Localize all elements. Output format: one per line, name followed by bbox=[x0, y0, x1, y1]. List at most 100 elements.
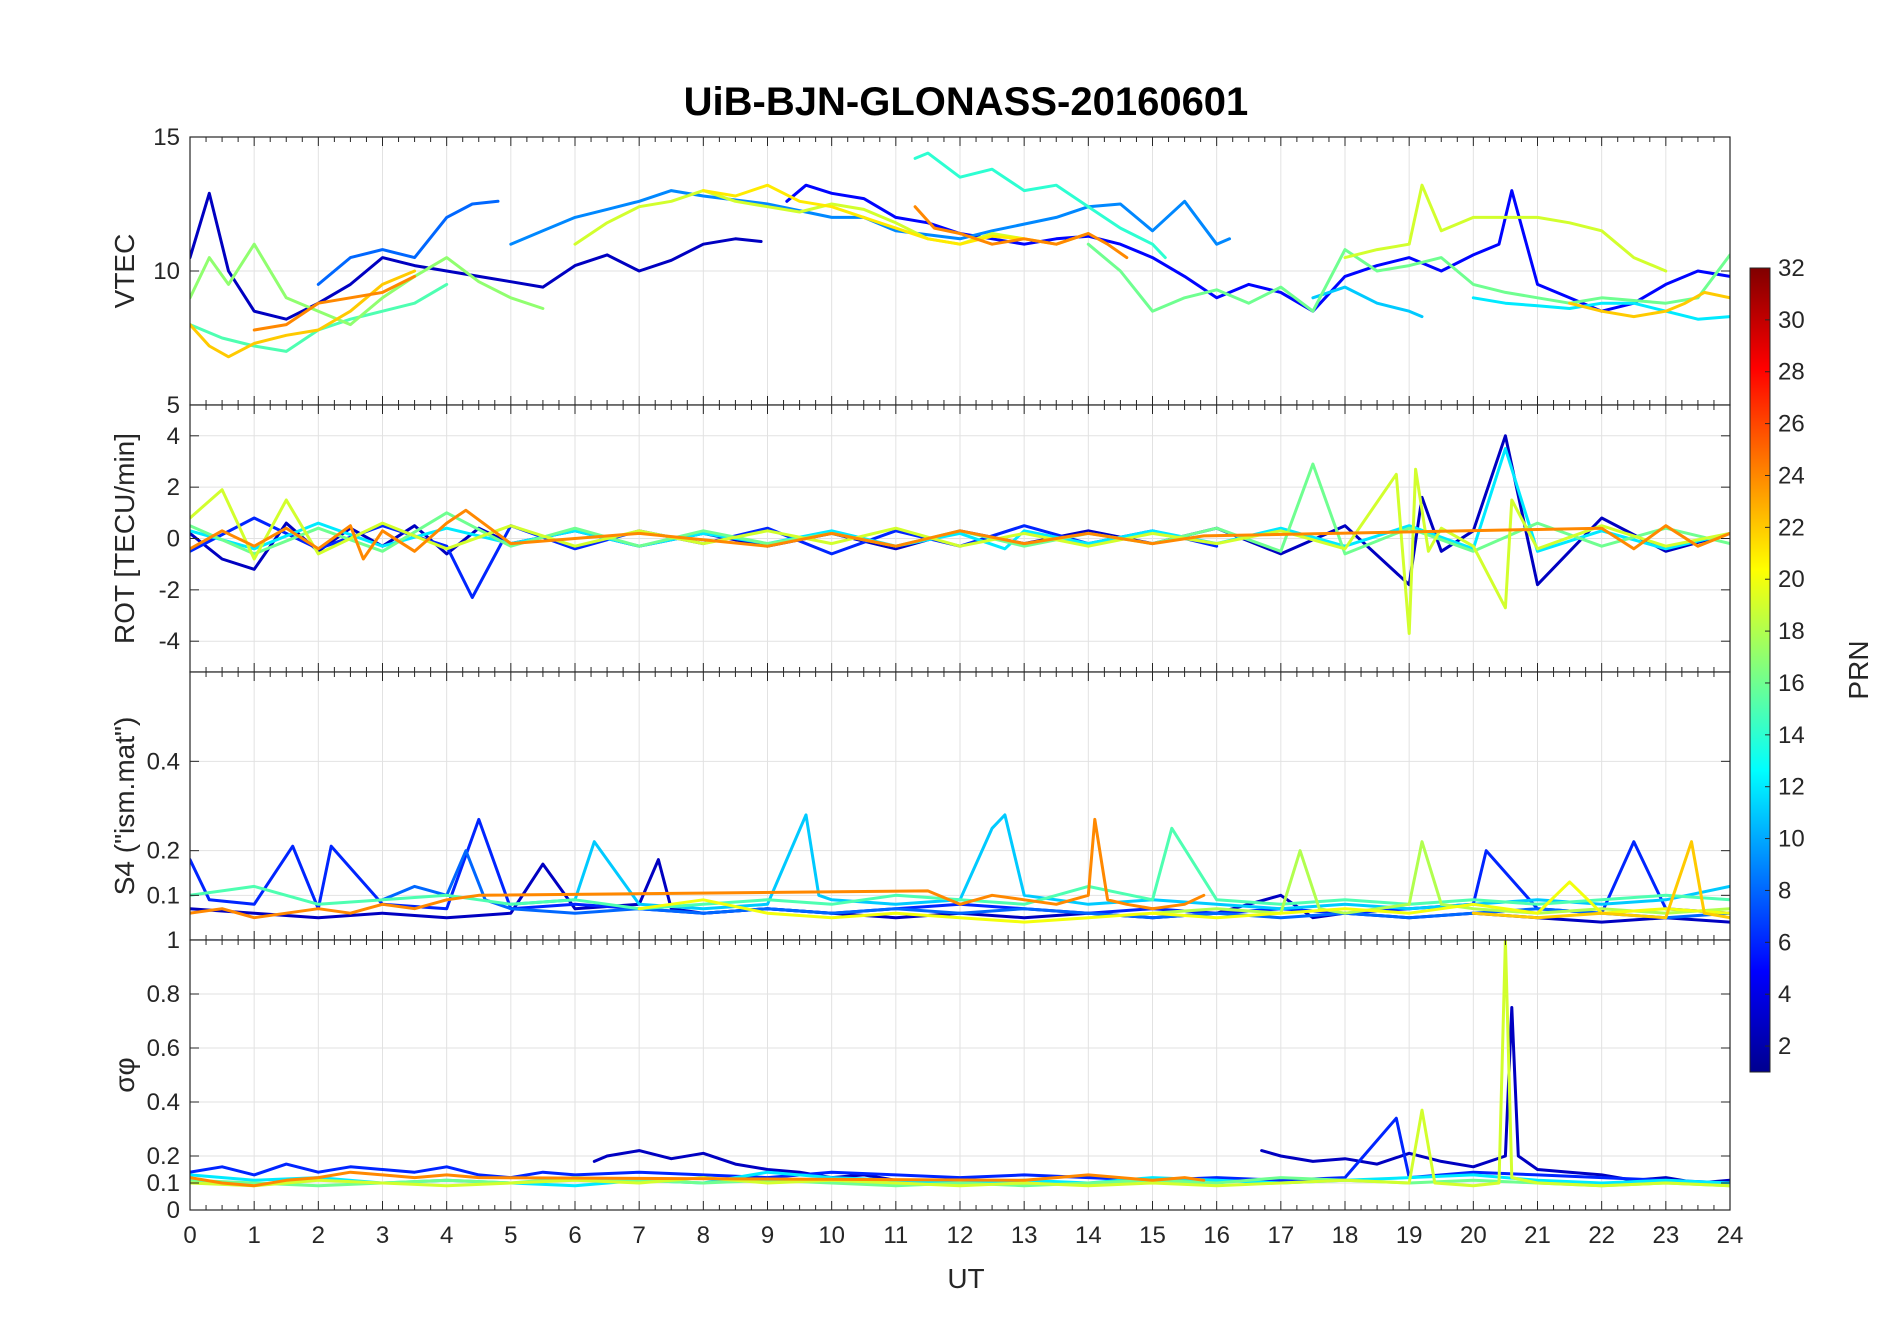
series-line-prn-17 bbox=[190, 242, 545, 327]
x-tick-label: 23 bbox=[1652, 1222, 1679, 1249]
y-axis-label-s4: S4 ("ism.mat") bbox=[109, 717, 140, 896]
x-tick-label: 22 bbox=[1588, 1222, 1615, 1249]
x-tick-label: 21 bbox=[1524, 1222, 1551, 1249]
series-line-prn-19 bbox=[1343, 183, 1668, 273]
colorbar-tick-label: 12 bbox=[1778, 774, 1805, 801]
colorbar-label: PRN bbox=[1843, 640, 1874, 699]
y-tick-label: 0.2 bbox=[147, 1143, 180, 1170]
x-tick-label: 16 bbox=[1203, 1222, 1230, 1249]
series-line-prn-19 bbox=[190, 940, 1730, 1188]
y-tick-label: 1 bbox=[167, 927, 180, 954]
x-tick-label: 18 bbox=[1332, 1222, 1359, 1249]
y-tick-label: 2 bbox=[167, 474, 180, 501]
colorbar-tick-label: 6 bbox=[1778, 929, 1791, 956]
panel-rot-series bbox=[190, 434, 1730, 635]
colorbar-gradient bbox=[1750, 268, 1770, 1072]
y-axis-label-rot: ROT [TECU/min] bbox=[109, 433, 140, 644]
series-line-prn-22 bbox=[1471, 840, 1730, 920]
y-tick-label: -4 bbox=[159, 628, 180, 655]
x-tick-label: 7 bbox=[632, 1222, 645, 1249]
colorbar-tick-label: 4 bbox=[1778, 981, 1791, 1008]
x-tick-label: 17 bbox=[1267, 1222, 1294, 1249]
y-tick-label: 5 bbox=[167, 392, 180, 419]
series-line-prn-18 bbox=[1151, 840, 1730, 915]
x-tick-label: 20 bbox=[1460, 1222, 1487, 1249]
series-line-prn-16 bbox=[190, 1176, 1730, 1188]
colorbar-tick-label: 30 bbox=[1778, 307, 1805, 334]
x-tick-label: 1 bbox=[247, 1222, 260, 1249]
x-tick-label: 19 bbox=[1396, 1222, 1423, 1249]
y-tick-label: 0.4 bbox=[147, 748, 180, 775]
y-tick-label: 15 bbox=[153, 124, 180, 151]
y-tick-label: 10 bbox=[153, 258, 180, 285]
series-line-prn-24 bbox=[190, 817, 1206, 920]
x-tick-label: 0 bbox=[183, 1222, 196, 1249]
colorbar-frame bbox=[1749, 267, 1771, 1073]
x-tick-label: 15 bbox=[1139, 1222, 1166, 1249]
series-line-prn-16 bbox=[1086, 242, 1730, 313]
colorbar-tick-label: 18 bbox=[1778, 618, 1805, 645]
panel-rot: -4 -2 0 2 4 ROT [TECU/min] bbox=[109, 404, 1731, 673]
series-line-prn-8 bbox=[316, 199, 500, 286]
x-tick-label: 13 bbox=[1011, 1222, 1038, 1249]
x-tick-label: 10 bbox=[818, 1222, 845, 1249]
y-tick-label: 0 bbox=[167, 526, 180, 553]
colorbar-tick-label: 28 bbox=[1778, 359, 1805, 386]
y-tick-label: 0.2 bbox=[147, 838, 180, 865]
y-axis-label-vtec: VTEC bbox=[109, 234, 140, 309]
colorbar-tick-label: 22 bbox=[1778, 514, 1805, 541]
x-tick-label: 9 bbox=[761, 1222, 774, 1249]
colorbar-tick-label: 26 bbox=[1778, 411, 1805, 438]
x-tick-label: 14 bbox=[1075, 1222, 1102, 1249]
y-axis-label-sigma: σφ bbox=[109, 1057, 140, 1092]
series-line-prn-11 bbox=[1311, 285, 1424, 319]
x-tick-label: 2 bbox=[312, 1222, 325, 1249]
series-line-prn-19 bbox=[190, 467, 1730, 635]
x-tick-label: 5 bbox=[504, 1222, 517, 1249]
panel-s4: 0.1 0.2 0.4 S4 ("ism.mat") bbox=[109, 671, 1731, 941]
series-line-prn-24 bbox=[913, 205, 1129, 260]
panel-sigma-series bbox=[190, 940, 1730, 1188]
series-line-prn-24 bbox=[252, 274, 417, 332]
x-tick-label: 3 bbox=[376, 1222, 389, 1249]
chart-title: UiB-BJN-GLONASS-20160601 bbox=[684, 80, 1249, 124]
x-tick-label: 6 bbox=[568, 1222, 581, 1249]
series-line-prn-22 bbox=[1568, 290, 1730, 319]
y-tick-label: 0.8 bbox=[147, 981, 180, 1008]
series-line-prn-3 bbox=[190, 191, 763, 321]
series-line-prn-12 bbox=[190, 447, 1730, 553]
series-line-prn-14 bbox=[913, 151, 1167, 260]
x-tick-label: 24 bbox=[1717, 1222, 1744, 1249]
colorbar-tick-label: 16 bbox=[1778, 670, 1805, 697]
series-line-prn-20 bbox=[637, 880, 1730, 924]
colorbar-tick-label: 32 bbox=[1778, 255, 1805, 282]
panel-vtec: 5 10 15 VTEC bbox=[109, 124, 1731, 419]
y-tick-label: 0 bbox=[167, 1197, 180, 1224]
series-line-prn-5 bbox=[785, 183, 1730, 313]
panel-s4-series bbox=[190, 813, 1730, 924]
colorbar-tick-label: 2 bbox=[1778, 1033, 1791, 1060]
colorbar-tick-label: 24 bbox=[1778, 462, 1805, 489]
y-tick-label: 4 bbox=[167, 423, 180, 450]
x-axis-label: UT bbox=[947, 1263, 984, 1294]
y-tick-label: 0.4 bbox=[147, 1089, 180, 1116]
colorbar-tick-label: 10 bbox=[1778, 826, 1805, 853]
y-tick-label: -2 bbox=[159, 577, 180, 604]
y-tick-label: 0.1 bbox=[147, 1170, 180, 1197]
panel-vtec-series bbox=[190, 151, 1730, 359]
colorbar-tick-label: 20 bbox=[1778, 566, 1805, 593]
y-tick-label: 0.1 bbox=[147, 882, 180, 909]
series-line-prn-24 bbox=[190, 508, 1730, 561]
colorbar-tick-label: 14 bbox=[1778, 722, 1805, 749]
y-tick-label: 0.6 bbox=[147, 1035, 180, 1062]
x-tick-label: 11 bbox=[883, 1222, 908, 1249]
series-line-prn-24 bbox=[190, 1170, 1206, 1188]
colorbar-tick-label: 8 bbox=[1778, 877, 1791, 904]
panel-sigma: 00.10.2 0.4 0.6 0.8 1 σφ bbox=[109, 927, 1731, 1224]
series-line-prn-12 bbox=[1471, 296, 1730, 321]
x-tick-label: 4 bbox=[440, 1222, 453, 1249]
x-axis: 0 1 2 3 4 5 6 7 8 9 10 11 12 13 14 15 16 17 18 19 20 21 22 23 24 bbox=[183, 1222, 1743, 1249]
